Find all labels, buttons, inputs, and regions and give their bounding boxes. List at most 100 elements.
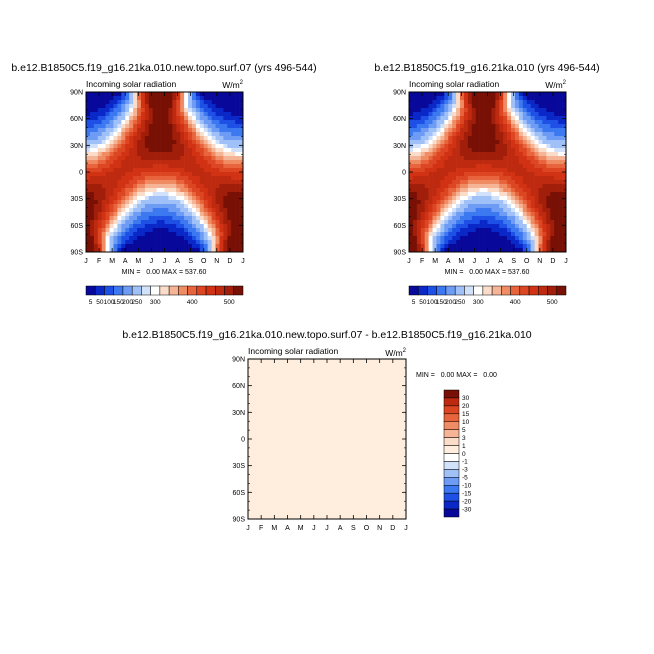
panel-1-cell [133, 104, 138, 109]
panel-1-cell [219, 244, 224, 249]
panel-1-cell [211, 168, 216, 173]
panel-1-cell [235, 132, 240, 137]
panel-2-cell [432, 204, 437, 209]
panel-1-cell [125, 184, 130, 189]
panel-2-cell [436, 116, 441, 121]
panel-1-cell [160, 96, 165, 101]
panel-2-cell [412, 244, 418, 249]
panel-2-subtitle: Incoming solar radiation [409, 79, 500, 89]
panel-2-cell [558, 164, 563, 169]
panel-3-x-tick-label: J [325, 525, 329, 532]
panel-2-cell [471, 196, 477, 201]
panel-2-cell [432, 100, 437, 105]
panel-2-cell [495, 148, 500, 153]
panel-1-cell [199, 204, 205, 209]
panel-2-cell [562, 212, 567, 217]
panel-2-cell [409, 232, 414, 237]
panel-2-cell [546, 216, 551, 221]
panel-3-colorbar-label: -10 [462, 483, 472, 490]
panel-1-cell [137, 120, 142, 125]
panel-1-cell [195, 180, 201, 185]
panel-2-cell [463, 200, 469, 205]
panel-1-cell [152, 236, 157, 241]
panel-1-cell [207, 140, 212, 145]
panel-2-cell [507, 220, 512, 225]
panel-2-cell [503, 232, 508, 237]
panel-1-cell [211, 136, 216, 141]
panel-2-cell [550, 184, 555, 189]
panel-1-cell [211, 200, 216, 205]
panel-1-cell [188, 100, 193, 105]
panel-1-cell [133, 120, 138, 125]
panel-1-cell [235, 92, 240, 97]
panel-2-cell [467, 228, 473, 233]
panel-1-cell [117, 100, 122, 105]
panel-2-cell [483, 108, 488, 113]
panel-1-cell [191, 192, 197, 197]
panel-1-cell [239, 224, 244, 229]
panel-1-cell [86, 184, 91, 189]
panel-1-cell [137, 184, 142, 189]
panel-2-cell [440, 176, 445, 181]
panel-2-cell [518, 144, 524, 149]
panel-2-cell [444, 220, 449, 225]
panel-1-cell [156, 128, 161, 133]
panel-2-cell [440, 228, 445, 233]
panel-2-cell [499, 220, 504, 225]
panel-1-cell [121, 108, 126, 113]
panel-1-cell [109, 248, 114, 253]
panel-2-cell [479, 240, 484, 245]
panel-2-cell [483, 172, 488, 177]
panel-1-cell [148, 224, 154, 229]
panel-1-cell [168, 232, 173, 237]
panel-2-cell [550, 248, 555, 253]
panel-2-cell [495, 128, 500, 133]
panel-1-cell [207, 164, 212, 169]
panel-2-cell [456, 184, 461, 189]
panel-1-cell [144, 152, 150, 157]
panel-1-cell [156, 104, 161, 109]
panel-2-cell [534, 220, 539, 225]
panel-1-cell [168, 92, 173, 97]
panel-1-cell [176, 128, 181, 133]
panel-3-colorbar-box [443, 492, 460, 502]
panel-1-cell [105, 244, 110, 249]
panel-1-cell [188, 160, 193, 165]
panel-2-cell [460, 112, 465, 117]
panel-2-cell [526, 116, 531, 121]
panel-1-cell [113, 92, 118, 97]
panel-2-cell [514, 248, 520, 253]
panel-1-cell [191, 184, 197, 189]
panel-2-cell [420, 180, 425, 185]
panel-1-cell [97, 188, 102, 193]
panel-2-cell [479, 100, 484, 105]
panel-2-cell [538, 216, 543, 221]
panel-1-cell [93, 152, 99, 157]
panel-1-cell [235, 136, 240, 141]
panel-3-x-tick-label: O [364, 525, 370, 532]
panel-1-cell [113, 176, 118, 181]
panel-2-cell [518, 232, 524, 237]
panel-2-cell [432, 160, 437, 165]
panel-2-cell [460, 164, 465, 169]
panel-2-cell [562, 208, 567, 213]
panel-1-cell [156, 196, 161, 201]
panel-3-x-tick-label: M [271, 525, 277, 532]
panel-1-cell [195, 124, 201, 129]
panel-1-cell [101, 92, 106, 97]
panel-1-cell [235, 216, 240, 221]
panel-2-cell [546, 96, 551, 101]
panel-1-cell [207, 176, 212, 181]
panel-1-cell [203, 188, 208, 193]
panel-2-cell [432, 184, 437, 189]
panel-2-cell [467, 188, 473, 193]
panel-2-cell [491, 224, 496, 229]
panel-1-cell [105, 176, 110, 181]
panel-1-cell [164, 236, 169, 241]
panel-1-cell [180, 180, 185, 185]
panel-1-cell [117, 176, 122, 181]
panel-2-cell [444, 132, 449, 137]
panel-1-cell [109, 152, 114, 157]
panel-2-cell [495, 124, 500, 129]
panel-1-cell [211, 100, 216, 105]
